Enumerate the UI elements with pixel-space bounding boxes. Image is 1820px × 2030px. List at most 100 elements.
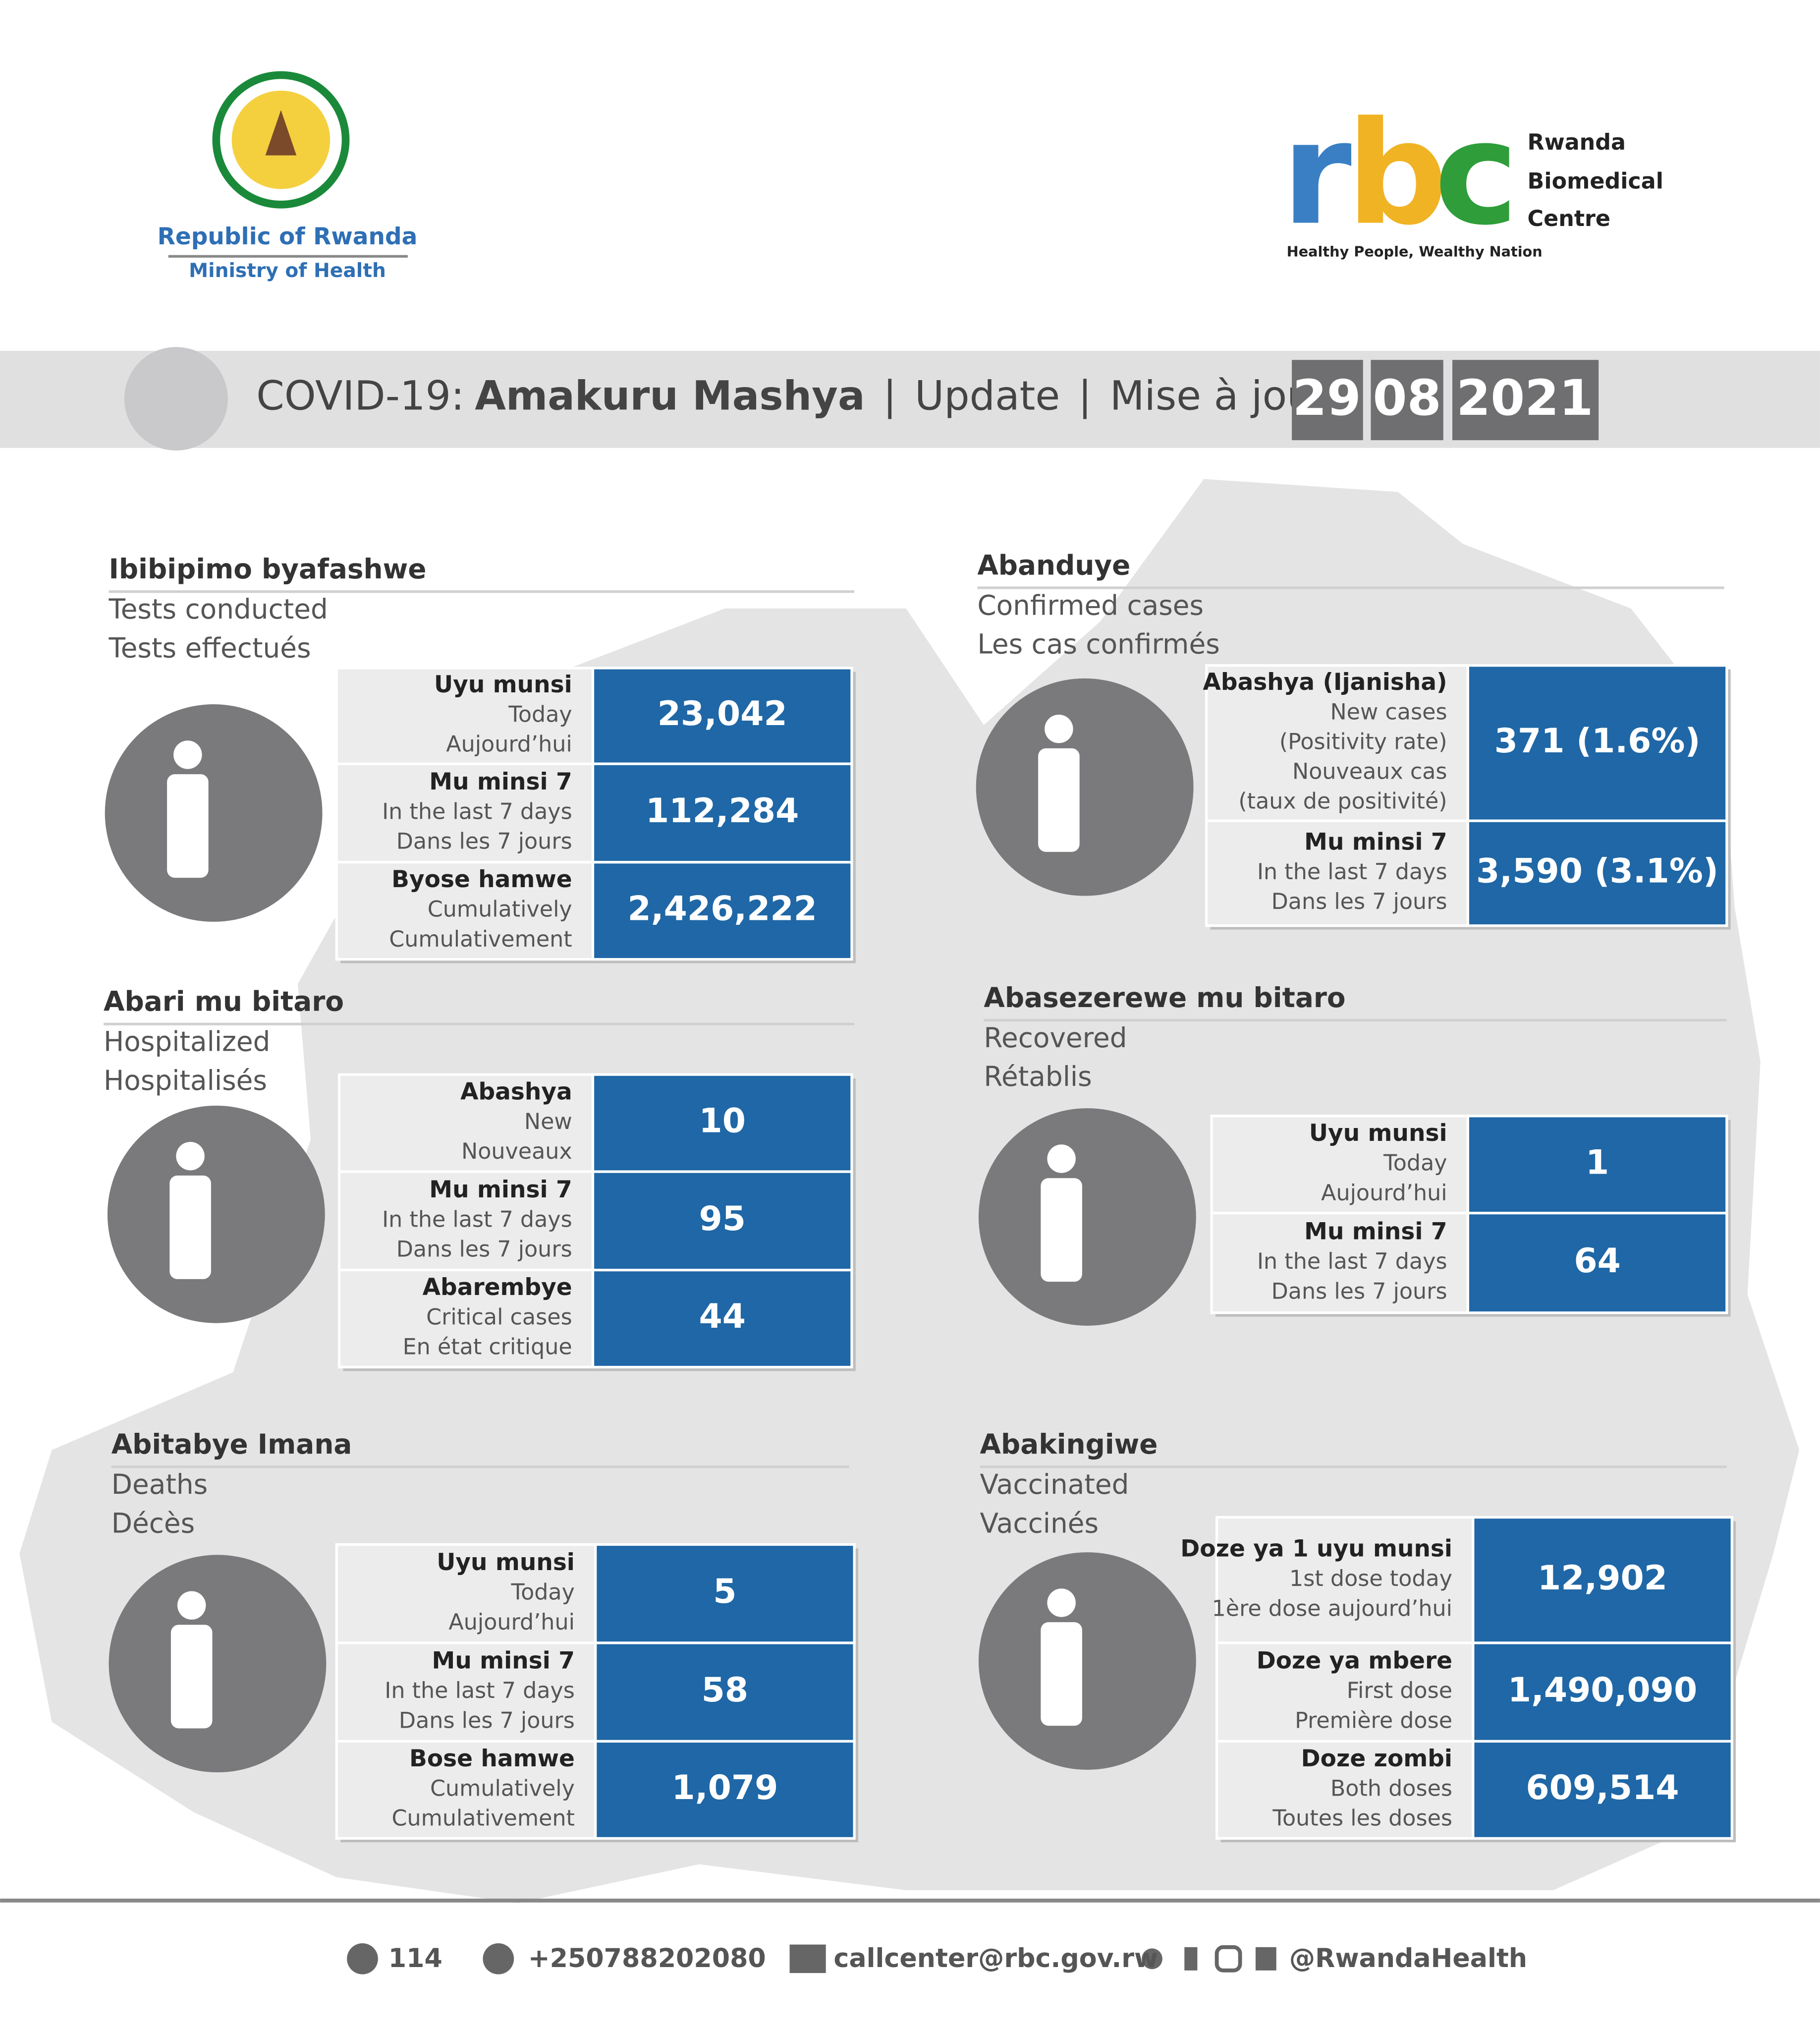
row-label: Today [511,1580,575,1605]
title-part: | [1078,373,1092,420]
ministry-sub: Ministry of Health [189,260,386,282]
row-label: Cumulatively [428,897,572,922]
section-title: Abakingiwe [980,1428,1158,1460]
label-cell [335,1641,597,1743]
value-cell [594,1641,856,1743]
row-label: Today [1383,1151,1447,1176]
row-label: Toutes les doses [1272,1806,1452,1831]
row-label-main: Bose hamwe [409,1745,575,1772]
icon-body [167,774,209,878]
row-label: 1st dose today [1289,1566,1452,1591]
row-value: 5 [713,1572,736,1611]
date-box [1371,360,1443,441]
row-label-main: Byose hamwe [391,866,572,893]
row-value: 1,490,090 [1508,1671,1697,1710]
row-label: 1ère dose aujourd’hui [1212,1596,1452,1621]
section-subtitle: Les cas confirmés [977,628,1219,660]
row-label: Critical cases [426,1305,572,1330]
value-cell [591,667,853,765]
rbc-name: Rwanda [1528,130,1626,155]
row-label-main: Mu minsi 7 [1304,828,1447,855]
value-cell [1466,1115,1728,1215]
row-value: 12,902 [1538,1559,1667,1598]
section-icon [978,1552,1196,1770]
section-icon [107,1105,325,1323]
row-label: In the last 7 days [382,799,572,824]
section-icon [105,704,323,922]
row-label: New [524,1109,572,1134]
section-subtitle: Confirmed cases [977,589,1204,621]
row-label: Aujourd’hui [448,1610,575,1635]
row-value: 64 [1574,1241,1621,1281]
section-subtitle: Hospitalisés [104,1065,267,1096]
ministry-name: Republic of Rwanda [158,223,418,250]
label-cell [335,762,595,864]
row-label-main: Mu minsi 7 [429,1176,572,1203]
value-cell [1472,1740,1733,1840]
section-title: Abanduye [977,549,1130,581]
row-label: Aujourd’hui [446,732,572,757]
row-label: Dans les 7 jours [399,1708,575,1733]
date-month: 08 [1373,370,1441,427]
row-label: In the last 7 days [1257,859,1447,885]
icon-head [173,740,202,769]
value-cell [591,762,853,864]
date-box [1452,360,1599,441]
row-value: 371 (1.6%) [1494,722,1701,761]
phone-icon [347,1943,378,1974]
section-subtitle: Deaths [111,1468,208,1500]
row-label: Aujourd’hui [1321,1181,1447,1206]
section-subtitle: Tests effectués [109,632,311,664]
date-day: 29 [1293,370,1361,427]
row-label-main: Mu minsi 7 [429,768,572,795]
virus-icon [124,347,228,451]
row-label: Cumulatively [430,1776,575,1801]
title: COVID-19: Amakuru Mashya | Update | Mise à jo… [256,373,1329,420]
section-title: Abari mu bitaro [104,986,344,1017]
rbc-tagline: Healthy People, Wealthy Nation [1287,243,1543,260]
label-cell [1215,1641,1475,1743]
icon-head [176,1142,205,1171]
row-label-main: Mu minsi 7 [432,1647,575,1675]
title-part: COVID-19: [256,373,464,420]
icon-body [1041,1622,1082,1726]
section-subtitle: Recovered [984,1022,1127,1054]
youtube-icon [1255,1947,1276,1971]
section-subtitle: Tests conducted [109,593,328,625]
label-cell [337,1170,595,1272]
value-cell [1466,664,1728,822]
icon-head [1045,714,1073,743]
row-label: Nouveaux cas [1292,759,1447,785]
row-value: 1 [1586,1143,1609,1182]
row-label: Cumulativement [391,1806,574,1831]
rbc-name: Biomedical [1528,169,1663,194]
label-cell [1215,1740,1475,1840]
rbc-r: r [1281,91,1353,257]
row-label: In the last 7 days [1257,1249,1447,1274]
section-icon [109,1555,327,1773]
label-cell [1215,1516,1475,1644]
title-part: Update [915,373,1060,420]
row-label: New cases [1330,699,1447,725]
row-label-main: Abashya [460,1078,572,1106]
section-title: Abasezerewe mu bitaro [984,982,1345,1014]
row-label: In the last 7 days [382,1207,572,1232]
section-title: Abitabye Imana [111,1428,352,1460]
title-part: | [883,373,896,420]
ministry-logo [168,71,408,258]
row-label: Dans les 7 jours [396,829,572,854]
row-label: Dans les 7 jours [396,1237,572,1262]
row-label-main: Uyu munsi [434,671,572,698]
instagram-icon [1214,1945,1242,1973]
icon-head [1047,1588,1076,1617]
value-cell [591,1269,853,1369]
value-cell [594,1740,856,1840]
label-cell [337,1269,595,1369]
row-label: (Positivity rate) [1279,729,1447,754]
label-cell [335,861,595,961]
mail-icon [789,1944,826,1974]
row-label: Cumulativement [389,927,572,952]
label-cell [1205,664,1469,822]
label-cell [337,1073,595,1173]
footer-phone: 114 [388,1944,442,1974]
